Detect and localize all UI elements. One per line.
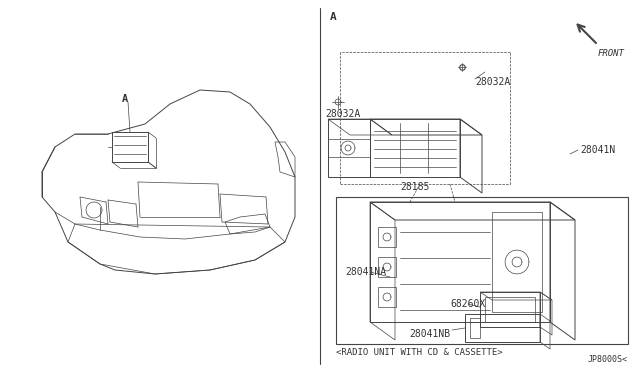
Text: JP8000S<: JP8000S< [588, 355, 628, 364]
Text: 28032A: 28032A [325, 109, 360, 119]
Text: <RADIO UNIT WITH CD & CASSETTE>: <RADIO UNIT WITH CD & CASSETTE> [336, 348, 502, 357]
Text: A: A [330, 12, 337, 22]
Text: FRONT: FRONT [598, 49, 625, 58]
Text: A: A [122, 94, 128, 104]
Text: 28041NB: 28041NB [409, 329, 450, 339]
Text: 68260X: 68260X [450, 299, 485, 309]
Text: 28041NA: 28041NA [345, 267, 386, 277]
Text: 28032A: 28032A [475, 77, 510, 87]
Text: 28041N: 28041N [580, 145, 615, 155]
Text: 28185: 28185 [400, 182, 429, 192]
